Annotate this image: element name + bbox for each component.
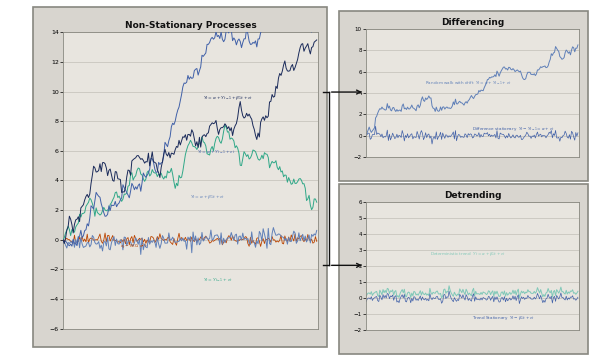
Text: Deterministic trend  $Y_t = \alpha + \beta_1 t + \varepsilon_t$: Deterministic trend $Y_t = \alpha + \bet… [430,250,506,258]
Text: $Y_t = Y_{t-1} + \varepsilon_t$: $Y_t = Y_{t-1} + \varepsilon_t$ [203,276,233,284]
Text: $Y_t = \alpha + \beta_1 t + \varepsilon_t$: $Y_t = \alpha + \beta_1 t + \varepsilon_… [191,193,226,201]
Text: Trend Stationary  $Y_t - \beta_1 t + \varepsilon_t$: Trend Stationary $Y_t - \beta_1 t + \var… [473,314,535,322]
Text: Random walk with drift  $Y_t = \alpha + Y_{t-1} + \varepsilon_t$: Random walk with drift $Y_t = \alpha + Y… [425,79,511,87]
Title: Non-Stationary Processes: Non-Stationary Processes [125,21,256,30]
Text: $Y_t = \alpha + Y_{t-1} + \varepsilon_t$: $Y_t = \alpha + Y_{t-1} + \varepsilon_t$ [197,149,235,156]
Text: Difference stationary  $Y_t - Y_{t-1} = \alpha + \varepsilon_t$: Difference stationary $Y_t - Y_{t-1} = \… [473,125,555,133]
Text: $\varepsilon_t \sim N(0, \sigma^2)$: $\varepsilon_t \sim N(0, \sigma^2)$ [121,241,148,251]
Title: Differencing: Differencing [441,18,504,27]
Text: $Y_t = \alpha + Y_{t-1} + \beta_1 t + \varepsilon_t$: $Y_t = \alpha + Y_{t-1} + \beta_1 t + \v… [203,94,254,102]
Title: Detrending: Detrending [444,191,501,200]
